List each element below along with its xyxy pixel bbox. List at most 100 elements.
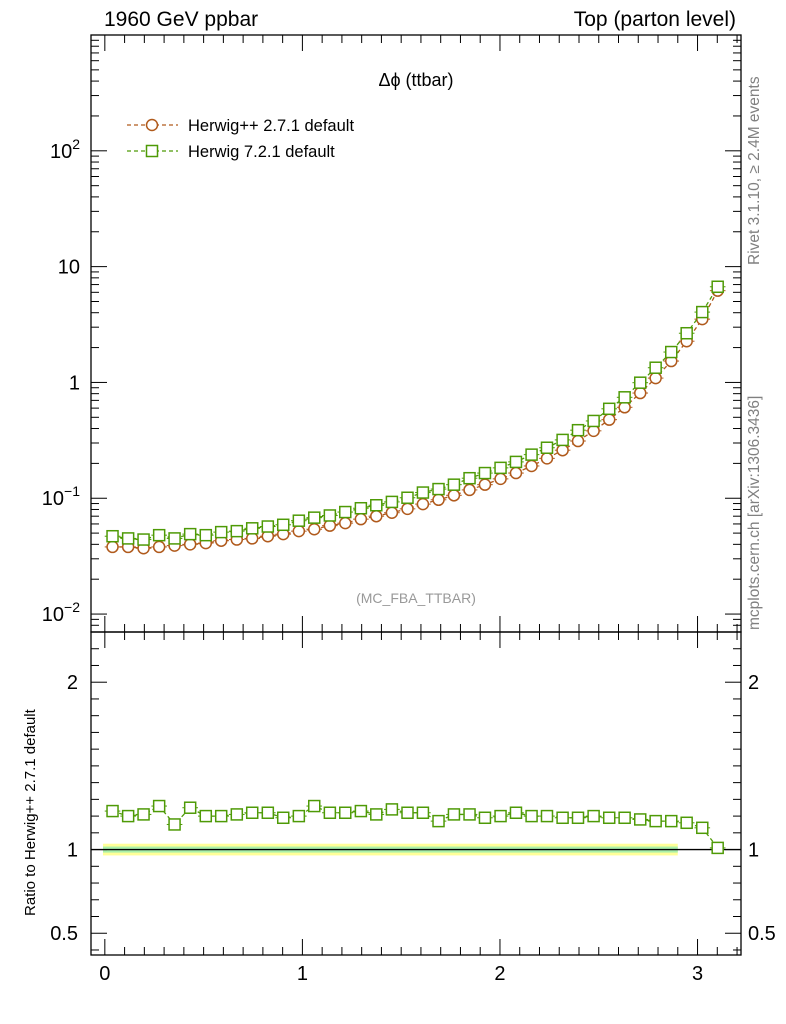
herwig7-series-point [292,514,306,527]
herwigpp-series-point [633,386,647,400]
ratio-series-point [214,809,228,823]
header-left: 1960 GeV ppbar [104,8,259,31]
herwigpp-series-point [571,434,585,448]
ratio-series-point [711,841,724,855]
herwig7-series-point [540,441,554,454]
ratio-series-point [494,809,507,823]
herwig7-series-point [168,532,181,545]
ratio-series-point [696,821,709,835]
herwigpp-series-point [152,540,166,554]
herwig7-series-point [447,478,461,491]
ratio-series-point [416,806,430,819]
herwigpp-series-point [509,466,523,480]
ratio-series-point [587,809,600,823]
header-right: Top (parton level) [573,8,736,31]
ratio-series-point [339,806,352,819]
herwig7-series-point [571,423,585,437]
herwigpp-series-point [323,519,337,532]
legend-entry-label: Herwig 7.2.1 default [188,143,335,161]
y-tick-label: 0.5 [50,923,78,945]
ratio-series-point [199,809,213,823]
ratio-series-point [230,808,244,821]
herwigpp-series-point [494,472,507,486]
ratio-series-point [183,801,197,814]
ratio-series-point [276,811,290,825]
herwig7-series-point [370,499,383,512]
herwig7-series-point [214,525,228,539]
ratio-series-point [571,811,585,825]
herwig7-series-point [494,461,507,475]
herwigpp-series-point [292,524,306,538]
herwig7-series-point [137,533,150,546]
herwigpp-series-point [525,459,538,473]
x-tick-label: 0 [99,963,110,985]
legend-marker [145,144,159,158]
ratio-series-point [556,811,569,825]
ratio-series-point [649,814,662,828]
herwig7-series-point [401,491,414,504]
herwigpp-series-point [556,443,569,457]
herwig7-series-point [478,466,492,480]
herwig7-series-point [711,280,724,294]
herwig7-series-point [463,471,476,485]
herwig7-series-point [696,305,709,319]
herwig7-series-point [339,505,352,519]
chart-title: Δϕ (ttbar) [378,70,453,90]
herwigpp-series-point [447,489,461,502]
y-tick-label: 2 [67,672,78,694]
herwig7-series-point [323,509,337,522]
herwigpp-series-point [540,452,554,465]
ratio-series-point [540,809,554,823]
herwig7-series-point [121,532,135,545]
herwigpp-series-point [602,413,616,426]
ratio-series-point [432,814,445,828]
ratio-series-point [137,808,150,821]
ratio-series-point [168,818,181,831]
x-tick-label: 3 [692,963,703,985]
y-tick-label: 1 [69,372,80,394]
ratio-series-point [370,808,383,821]
herwig7-series-point [276,518,290,532]
herwig7-series-point [556,433,569,447]
ratio-series-point [680,816,693,830]
ratio-series-point [509,806,523,819]
mcplots-label: mcplots.cern.ch [arXiv:1306.3436] [746,395,763,630]
main-plot-marks [104,280,726,555]
ratio-series-point [261,806,275,819]
ratio-y-axis-label: Ratio to Herwig++ 2.7.1 default [22,709,39,916]
herwig7-series-point [199,528,213,542]
legend-marker [145,118,159,132]
herwig7-series-point [509,455,523,469]
ratio-series-point [385,803,399,816]
ratio-series-point [602,811,616,825]
herwig7-series-point [230,524,244,538]
herwig7-series-point [665,345,678,359]
x-tick-label: 2 [494,963,505,985]
legend: Herwig++ 2.7.1 default Herwig 7.2.1 defau… [127,117,354,161]
herwig7-series-point [525,448,538,461]
herwig7-series-point [245,522,259,535]
ratio-series-point [618,811,631,825]
herwigpp-series-point [401,502,414,516]
ratio-series-point [525,809,538,823]
rivet-version-label: Rivet 3.1.10, ≥ 2.4M events [746,76,763,265]
herwig7-series-line [112,286,719,541]
ratio-plot-marks [104,799,726,855]
ratio-series-point [121,809,135,823]
herwig7-series-point [633,376,647,389]
ratio-series-point [292,809,306,823]
herwigpp-series-point [354,512,368,526]
y-tick-label: 1 [748,840,759,862]
herwig7-series-point [152,528,166,542]
herwig7-series-point [261,520,275,533]
y-tick-label: 2 [748,672,759,694]
herwig7-series-point [354,501,368,515]
herwig7-series-point [106,529,119,543]
herwigpp-series-point [416,497,430,511]
herwigpp-series-point [370,509,383,523]
herwig7-series-point [602,402,616,416]
y-tick-label: 102 [50,136,80,163]
ratio-series-point [463,808,476,821]
ratio-series-point [245,806,259,819]
